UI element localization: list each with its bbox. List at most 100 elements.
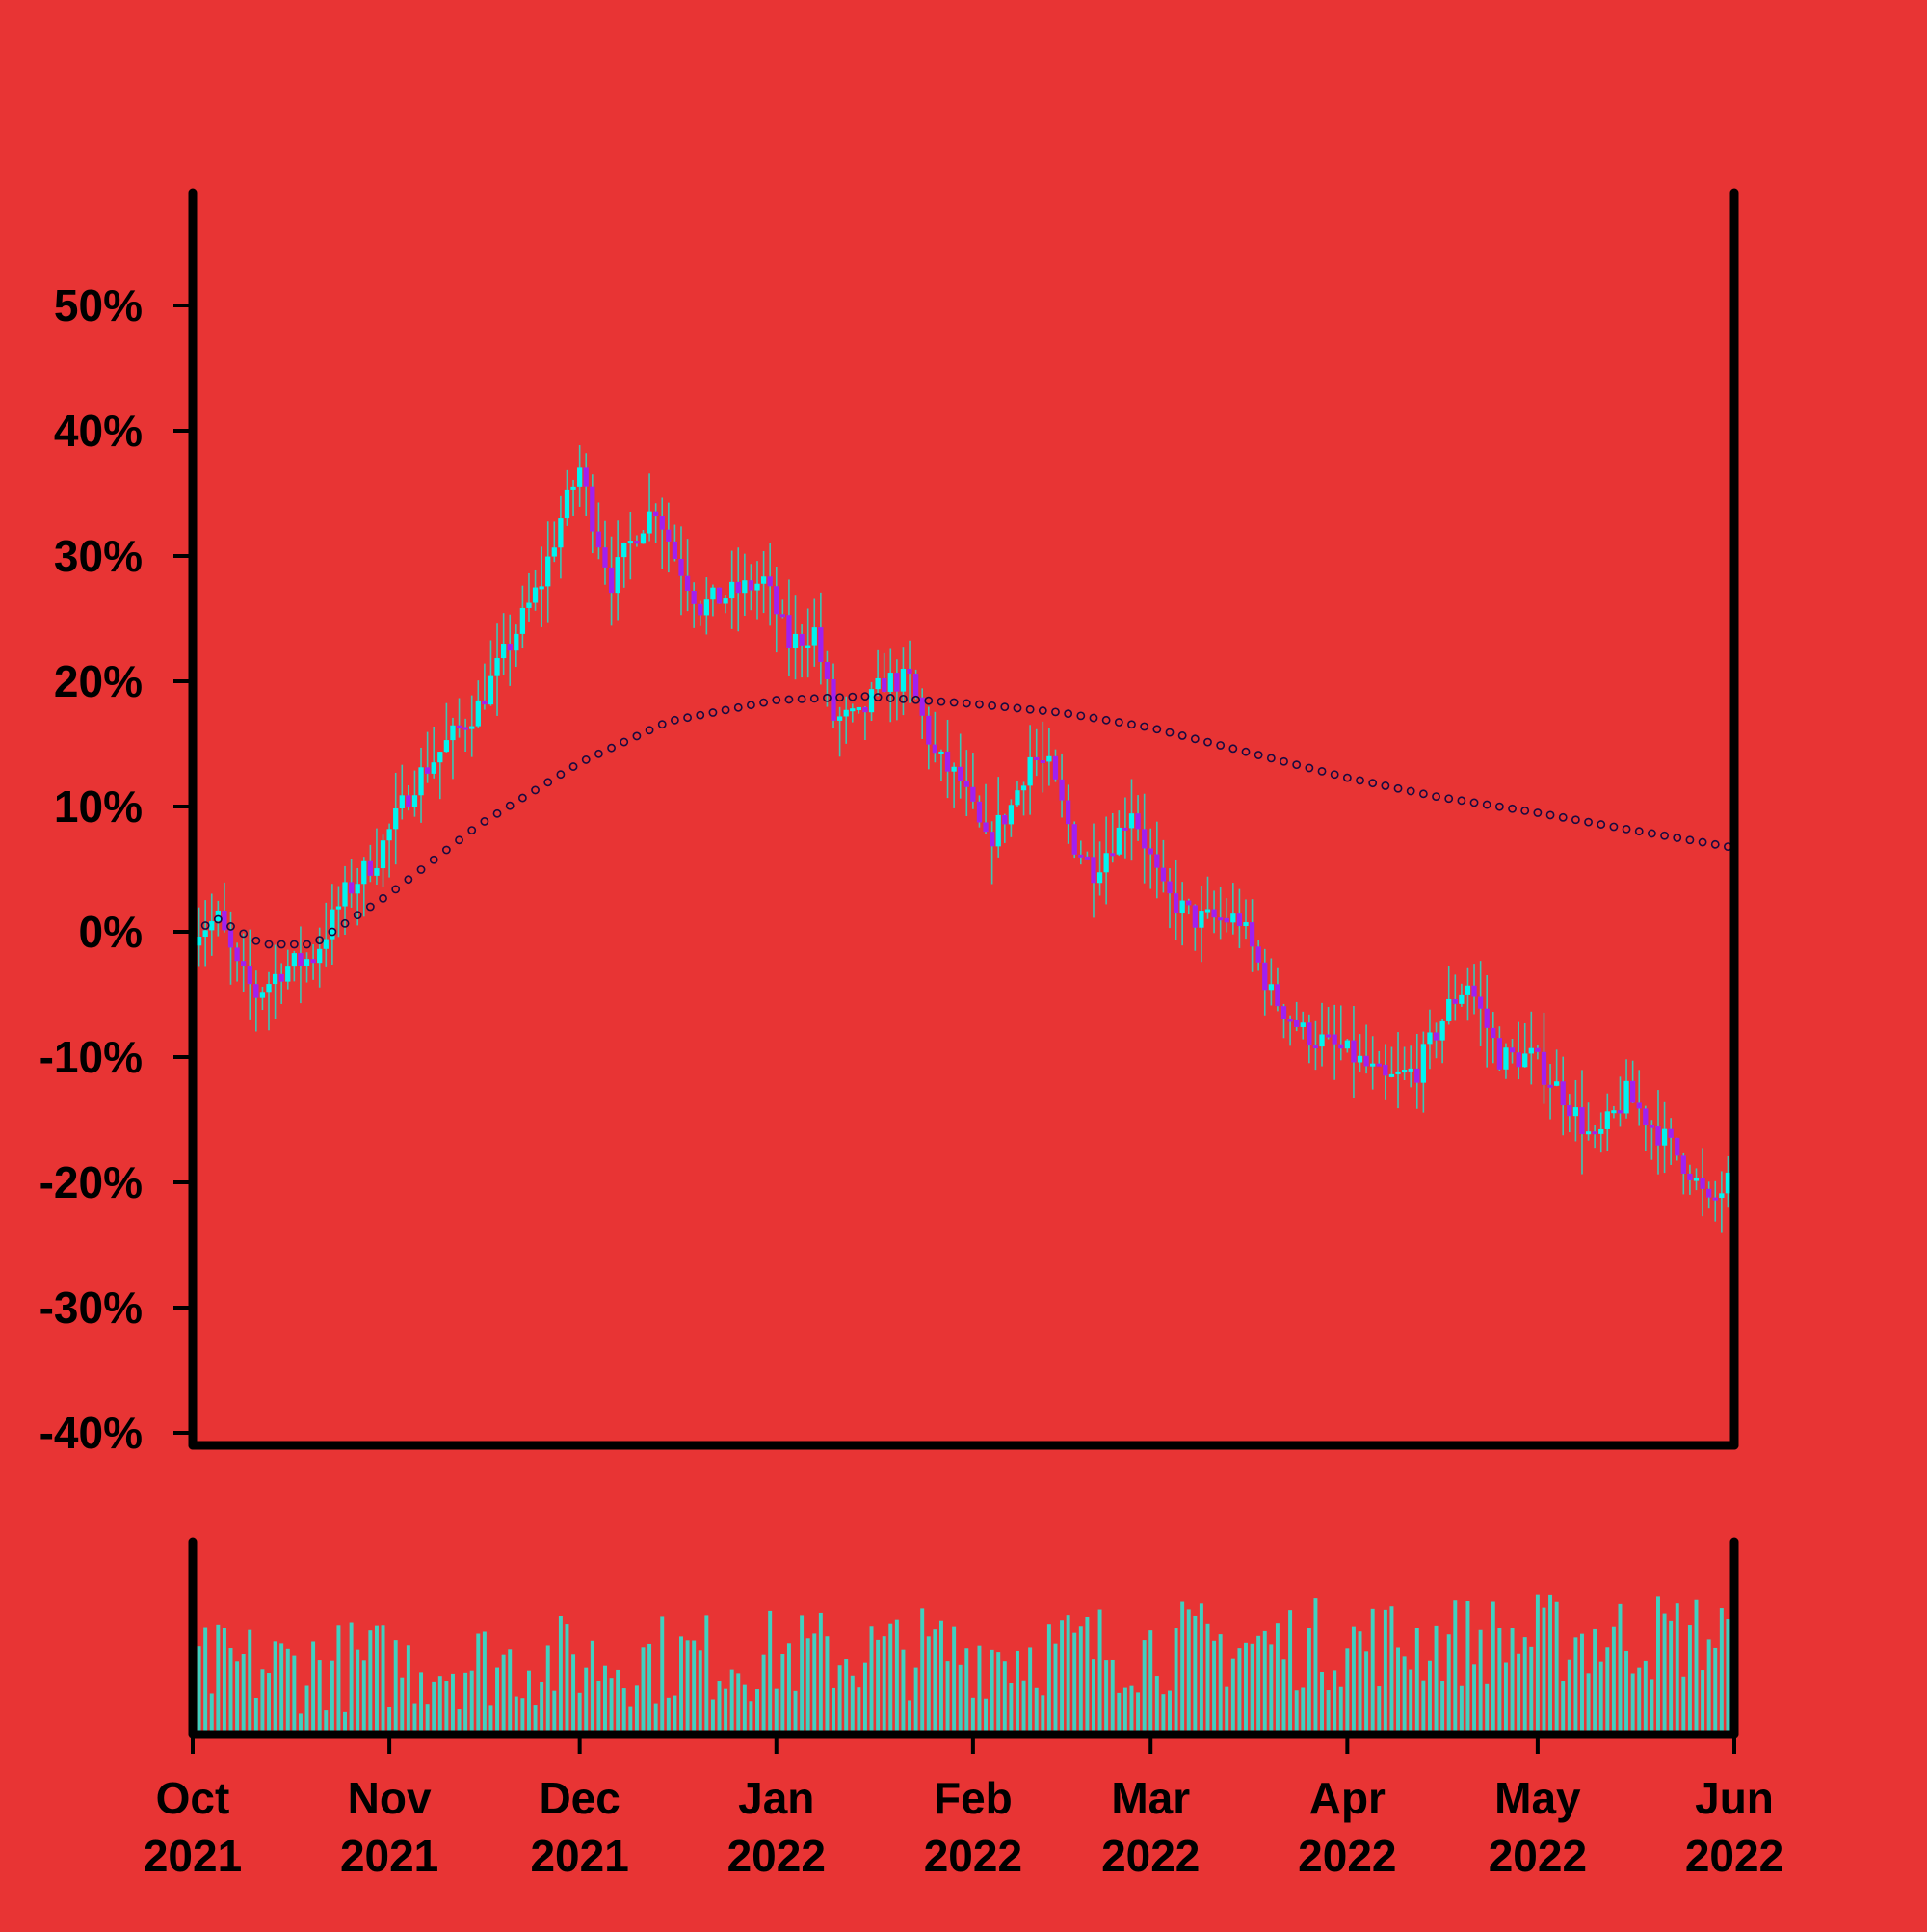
- candle-body: [818, 627, 824, 662]
- moving-average-point: [556, 770, 566, 780]
- volume-bar: [920, 1608, 925, 1734]
- volume-bar: [552, 1690, 557, 1734]
- moving-average-point: [1064, 709, 1073, 719]
- candle-body: [1167, 881, 1173, 894]
- candle-body: [330, 909, 335, 940]
- candle-body: [1496, 1038, 1503, 1070]
- volume-bar: [1662, 1613, 1667, 1734]
- volume-bar: [596, 1680, 601, 1734]
- moving-average-point: [226, 922, 235, 931]
- volume-bar: [1161, 1694, 1166, 1734]
- candle-body: [1192, 905, 1198, 928]
- y-tick-label: 0%: [79, 907, 143, 957]
- volume-bar: [1377, 1686, 1382, 1734]
- x-tick-label-month: Feb: [934, 1773, 1013, 1823]
- volume-bar: [780, 1654, 785, 1734]
- candle-body: [1312, 1045, 1319, 1049]
- candle-body: [1307, 1022, 1312, 1046]
- moving-average-point: [1710, 839, 1720, 849]
- volume-bar: [1205, 1623, 1210, 1734]
- volume-bar: [1701, 1670, 1705, 1734]
- y-tick-label: 30%: [54, 531, 143, 581]
- volume-bar: [1122, 1687, 1127, 1734]
- volume-bar: [1465, 1601, 1470, 1734]
- moving-average-point: [1393, 783, 1403, 793]
- candle-body: [1052, 755, 1059, 780]
- candle-body: [1465, 985, 1471, 995]
- moving-average-point: [645, 726, 654, 735]
- candle-body: [1008, 805, 1015, 825]
- volume-bar: [876, 1639, 881, 1734]
- volume-bar: [1358, 1631, 1362, 1734]
- volume-bar: [1459, 1685, 1464, 1734]
- candle-body: [659, 516, 665, 530]
- volume-bar: [1313, 1598, 1318, 1734]
- candle-body: [894, 673, 900, 692]
- volume-bar: [514, 1696, 518, 1734]
- candle-body: [1611, 1110, 1617, 1114]
- candle-body: [1541, 1051, 1547, 1085]
- volume-bar: [1092, 1659, 1095, 1734]
- candle-body: [298, 953, 304, 966]
- volume-bar: [882, 1636, 886, 1734]
- candle-body: [938, 751, 944, 754]
- volume-bar: [558, 1615, 563, 1734]
- candle-body: [411, 795, 418, 808]
- volume-bar: [1434, 1625, 1439, 1734]
- moving-average-point: [1406, 786, 1415, 796]
- candle-body: [1103, 853, 1109, 873]
- volume-bar: [1517, 1653, 1521, 1734]
- candle-body: [1528, 1047, 1534, 1054]
- volume-bar: [584, 1667, 589, 1734]
- candle-body: [805, 645, 811, 648]
- moving-average-point: [340, 918, 350, 928]
- candle-body: [241, 961, 247, 966]
- volume-bar: [1567, 1659, 1571, 1734]
- moving-average-point: [581, 755, 591, 764]
- volume-bar: [1669, 1620, 1674, 1734]
- candle-body: [1661, 1128, 1668, 1146]
- volume-bar: [609, 1678, 614, 1734]
- volume-bar: [508, 1649, 513, 1734]
- candle-body: [602, 547, 608, 568]
- candle-body: [1712, 1197, 1718, 1201]
- candle-body: [1160, 867, 1167, 882]
- moving-average-point: [1368, 779, 1378, 788]
- candle-body: [634, 541, 640, 544]
- volume-bar: [844, 1659, 849, 1734]
- volume-bar: [209, 1693, 214, 1734]
- candle-body: [361, 860, 367, 885]
- candle-body: [278, 973, 284, 982]
- candle-body: [1376, 1063, 1382, 1067]
- candle-body: [1725, 1172, 1731, 1194]
- volume-bar: [393, 1640, 398, 1734]
- candle-body: [1687, 1173, 1693, 1180]
- candle-body: [653, 511, 659, 516]
- candle-body: [386, 829, 392, 841]
- volume-bar: [495, 1667, 500, 1734]
- moving-average-point: [1418, 789, 1428, 799]
- volume-bar: [1104, 1660, 1109, 1734]
- volume-bar: [248, 1629, 252, 1734]
- candle-body: [684, 575, 691, 591]
- candle-body: [1433, 1032, 1439, 1041]
- candle-body: [723, 598, 728, 604]
- candle-body: [964, 781, 969, 787]
- moving-average-point: [1356, 776, 1364, 785]
- volume-bar: [476, 1633, 481, 1734]
- candle-body: [1401, 1070, 1408, 1073]
- candle-body: [1116, 827, 1122, 855]
- moving-average-point: [1457, 796, 1466, 806]
- volume-bar: [1389, 1606, 1394, 1734]
- moving-average-point: [772, 696, 781, 704]
- volume-bar: [590, 1640, 594, 1734]
- candle-body: [1617, 1110, 1623, 1114]
- candle-body: [285, 966, 291, 982]
- volume-bar: [1085, 1616, 1090, 1734]
- candle-body: [1477, 996, 1484, 1009]
- candle-body: [1675, 1137, 1680, 1156]
- candle-body: [577, 467, 583, 487]
- volume-bar: [1529, 1646, 1534, 1734]
- candle-body: [532, 587, 539, 603]
- moving-average-point: [264, 940, 274, 949]
